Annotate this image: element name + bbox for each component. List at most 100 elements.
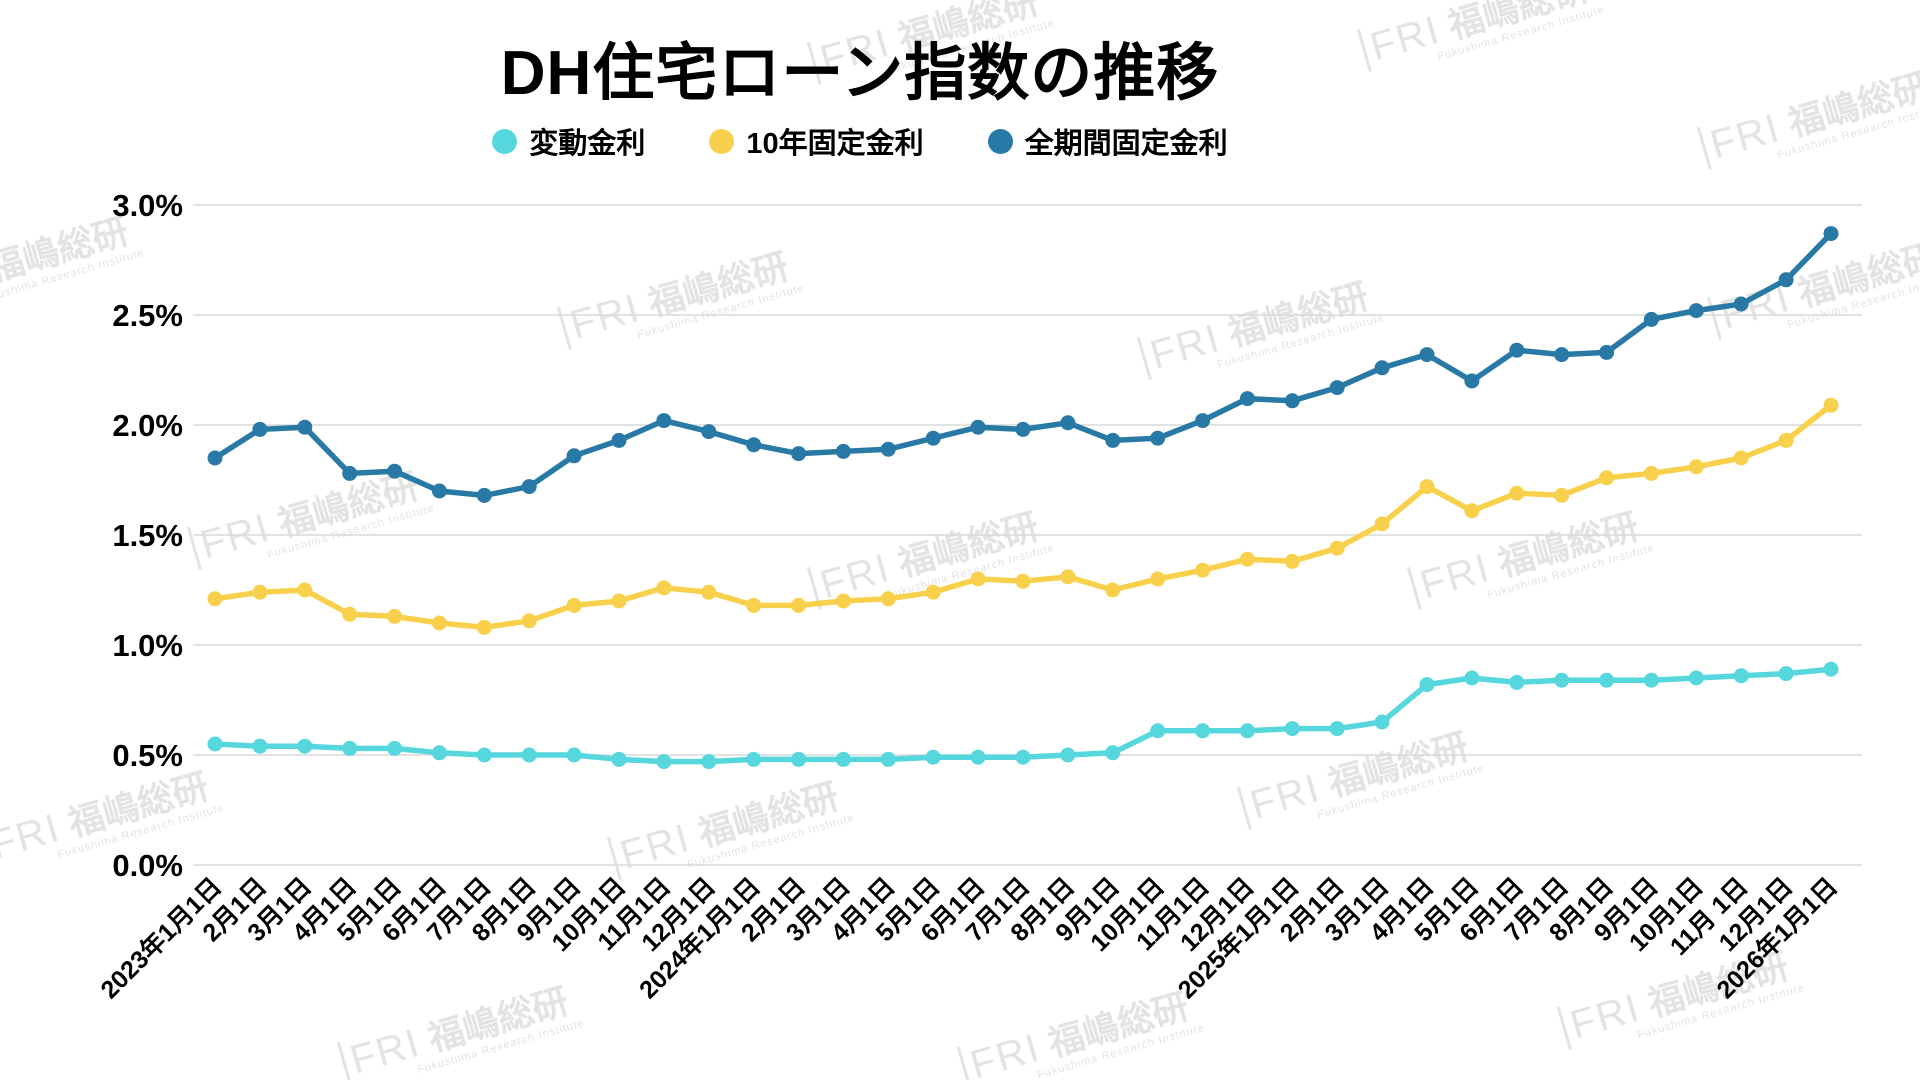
series-line-1: [212, 666, 1834, 765]
data-point: [791, 597, 807, 613]
data-point: [1419, 479, 1435, 495]
data-point: [252, 738, 268, 754]
data-point: [342, 465, 358, 481]
data-point: [387, 608, 403, 624]
data-point: [207, 450, 223, 466]
series-line-3: [212, 230, 1834, 499]
data-point: [297, 419, 313, 435]
data-point: [1284, 393, 1300, 409]
data-point: [1284, 721, 1300, 737]
data-point: [207, 591, 223, 607]
data-point: [1733, 296, 1749, 312]
data-point: [1464, 503, 1480, 519]
data-point: [1778, 272, 1794, 288]
data-point: [1060, 569, 1076, 585]
data-point: [1015, 421, 1031, 437]
data-point: [1643, 672, 1659, 688]
y-tick-label: 1.0%: [112, 628, 183, 663]
legend-dot-icon: [709, 128, 735, 154]
data-point: [1150, 430, 1166, 446]
data-point: [521, 613, 537, 629]
data-point: [611, 432, 627, 448]
data-point: [746, 437, 762, 453]
data-point: [835, 751, 851, 767]
data-point: [970, 571, 986, 587]
data-point: [1823, 661, 1839, 677]
data-point: [701, 754, 717, 770]
legend: 変動金利 10年固定金利 全期間固定金利: [0, 120, 1720, 162]
data-point: [1643, 311, 1659, 327]
legend-label: 10年固定金利: [746, 128, 924, 160]
legend-dot-icon: [987, 128, 1013, 154]
data-point: [1419, 347, 1435, 363]
data-point: [701, 424, 717, 440]
data-point: [1060, 415, 1076, 431]
data-point: [1509, 485, 1525, 501]
data-point: [656, 754, 672, 770]
data-point: [1599, 470, 1615, 486]
data-point: [1733, 668, 1749, 684]
data-point: [925, 430, 941, 446]
data-point: [1419, 677, 1435, 693]
data-point: [297, 582, 313, 598]
data-point: [1554, 347, 1570, 363]
data-point: [1015, 573, 1031, 589]
data-point: [297, 738, 313, 754]
data-point: [1509, 342, 1525, 358]
legend-item-3: 全期間固定金利: [987, 120, 1228, 162]
data-point: [1374, 714, 1390, 730]
data-point: [746, 751, 762, 767]
data-point: [1823, 397, 1839, 413]
data-point: [1150, 571, 1166, 587]
data-point: [1015, 749, 1031, 765]
data-point: [1509, 674, 1525, 690]
data-point: [1554, 672, 1570, 688]
legend-label: 全期間固定金利: [1024, 128, 1228, 160]
data-point: [1060, 747, 1076, 763]
data-point: [656, 580, 672, 596]
y-tick-label: 3.0%: [112, 188, 183, 223]
data-point: [431, 745, 447, 761]
page-title: DH住宅ローン指数の推移: [500, 39, 1220, 108]
data-point: [1105, 432, 1121, 448]
data-point: [1778, 666, 1794, 682]
data-point: [1688, 303, 1704, 319]
data-point: [252, 421, 268, 437]
data-point: [1643, 465, 1659, 481]
series-line-2: [212, 402, 1834, 631]
data-point: [1105, 745, 1121, 761]
data-point: [970, 749, 986, 765]
data-point: [1150, 723, 1166, 739]
data-point: [1105, 582, 1121, 598]
data-point: [1329, 380, 1345, 396]
data-point: [701, 584, 717, 600]
y-tick-label: 0.0%: [112, 848, 183, 883]
data-point: [521, 747, 537, 763]
data-point: [925, 584, 941, 600]
y-tick-label: 0.5%: [112, 738, 183, 773]
chart-header: DH住宅ローン指数の推移 変動金利 10年固定金利 全期間固定金利: [0, 0, 1720, 162]
data-point: [1464, 373, 1480, 389]
data-point: [387, 463, 403, 479]
data-point: [611, 593, 627, 609]
data-point: [746, 597, 762, 613]
data-point: [791, 751, 807, 767]
data-point: [1464, 670, 1480, 686]
y-tick-label: 1.5%: [112, 518, 183, 553]
data-point: [431, 615, 447, 631]
data-point: [791, 446, 807, 462]
data-point: [476, 619, 492, 635]
data-point: [1195, 413, 1211, 429]
legend-item-2: 10年固定金利: [709, 120, 924, 162]
data-point: [476, 747, 492, 763]
data-point: [1823, 226, 1839, 242]
data-point: [1374, 516, 1390, 532]
data-point: [1688, 459, 1704, 475]
data-point: [1329, 540, 1345, 556]
data-point: [431, 483, 447, 499]
legend-label: 変動金利: [529, 128, 646, 160]
data-point: [1778, 432, 1794, 448]
data-point: [1195, 723, 1211, 739]
data-point: [342, 740, 358, 756]
